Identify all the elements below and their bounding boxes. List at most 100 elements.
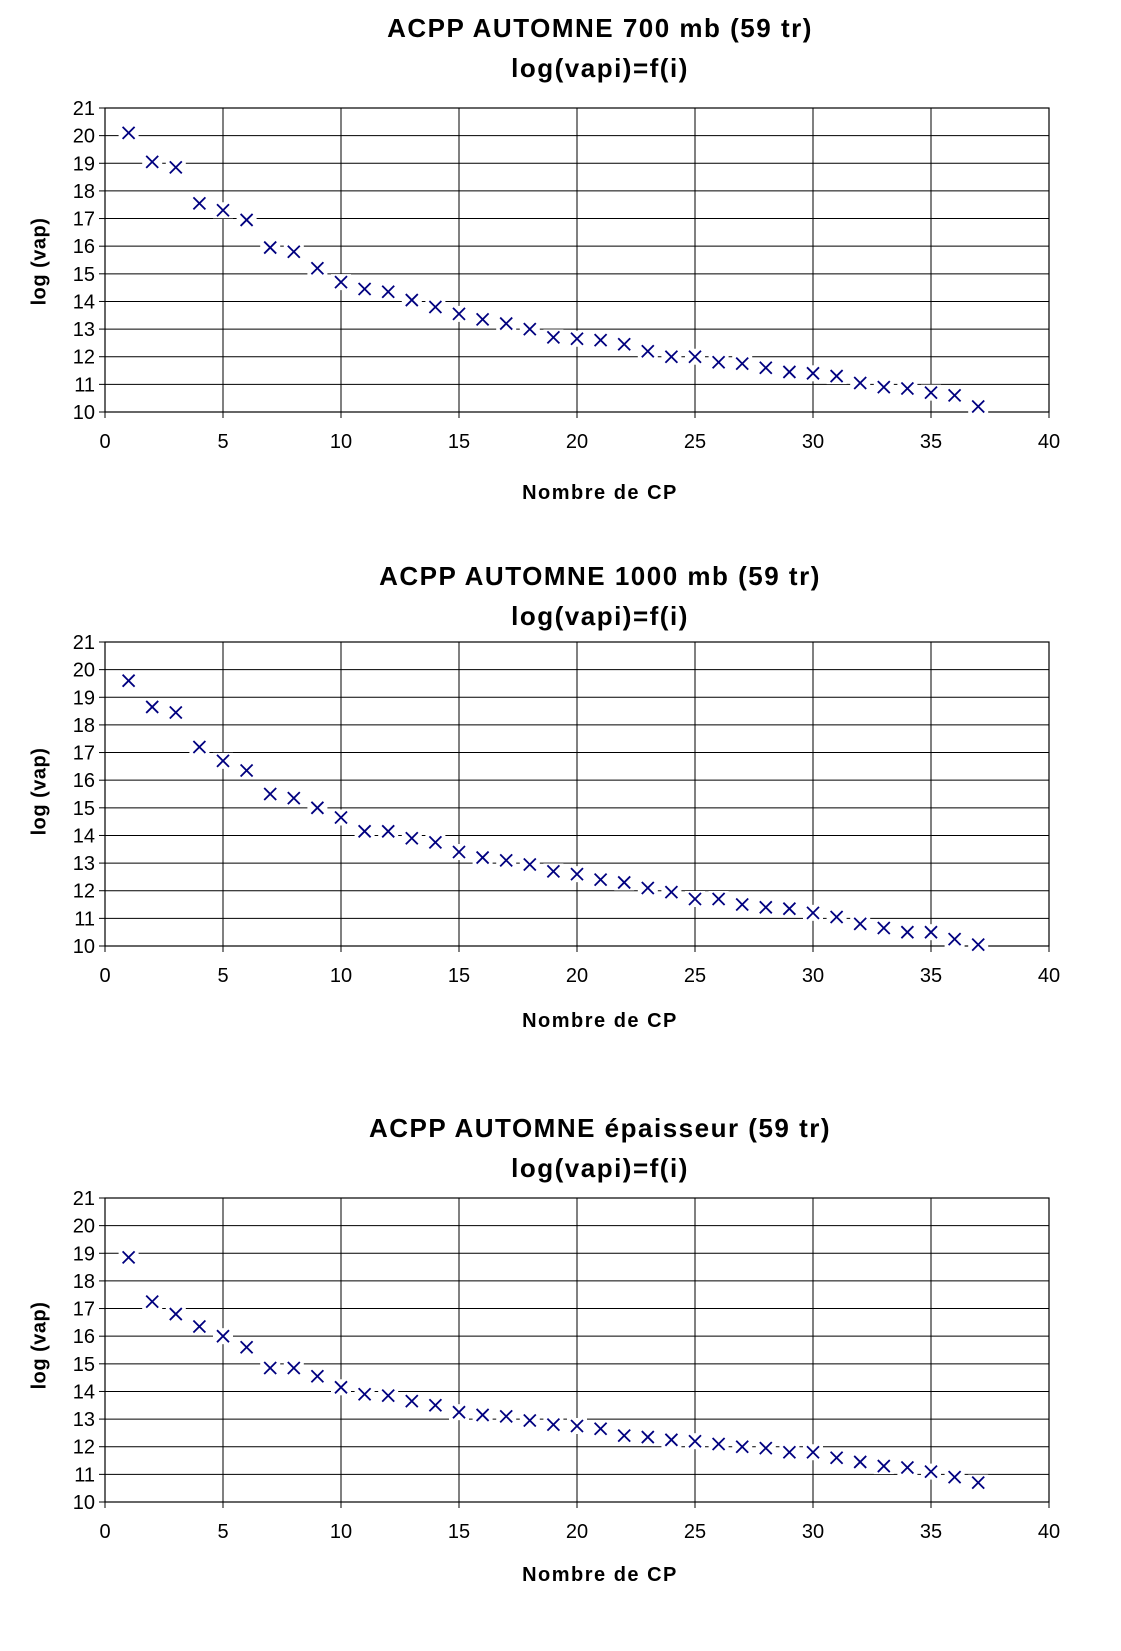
data-point bbox=[850, 374, 871, 391]
data-point bbox=[307, 260, 328, 277]
data-point bbox=[826, 368, 847, 385]
data-point bbox=[755, 1440, 776, 1457]
data-point bbox=[732, 1438, 753, 1455]
data-point bbox=[543, 863, 564, 880]
y-tick-label: 14 bbox=[73, 1381, 95, 1403]
plot-area: 10 11 12 13 14 15 16 17 18 19 20 21 0 5 10 15 20 25 30 35 40 bbox=[73, 98, 1060, 453]
chart-title: ACPP AUTOMNE 700 mb (59 tr) bbox=[387, 13, 813, 43]
y-tick-label: 12 bbox=[73, 1437, 95, 1459]
x-tick-label: 0 bbox=[99, 431, 110, 453]
data-point bbox=[236, 211, 257, 228]
data-point bbox=[685, 1433, 705, 1450]
data-point bbox=[378, 1387, 399, 1404]
data-point bbox=[850, 1453, 871, 1470]
x-tick-label: 5 bbox=[217, 1521, 228, 1543]
data-point bbox=[496, 315, 517, 332]
y-tick-label: 12 bbox=[73, 881, 95, 903]
data-point bbox=[921, 384, 941, 401]
x-tick-label: 15 bbox=[448, 431, 470, 453]
x-tick-label: 5 bbox=[217, 965, 228, 987]
data-point bbox=[354, 281, 375, 298]
data-point bbox=[590, 1420, 611, 1437]
data-point bbox=[331, 1379, 351, 1396]
data-point bbox=[401, 1393, 422, 1410]
data-point bbox=[354, 823, 375, 840]
y-axis-label: log (vap) bbox=[28, 1301, 51, 1390]
x-tick-label: 0 bbox=[99, 965, 110, 987]
data-point bbox=[779, 1444, 800, 1461]
chart-subtitle: log(vapi)=f(i) bbox=[511, 53, 689, 83]
x-tick-label: 35 bbox=[920, 1521, 942, 1543]
data-point bbox=[803, 1444, 823, 1461]
data-point bbox=[142, 153, 163, 170]
x-tick-label: 35 bbox=[920, 965, 942, 987]
x-tick-label: 10 bbox=[330, 1521, 352, 1543]
x-tick-label: 20 bbox=[566, 1521, 588, 1543]
data-point bbox=[354, 1386, 375, 1403]
data-point bbox=[944, 387, 965, 404]
data-point bbox=[590, 332, 611, 349]
x-tick-label: 5 bbox=[217, 431, 228, 453]
data-point bbox=[378, 283, 399, 300]
chart-panel-epaisseur: ACPP AUTOMNE épaisseur (59 tr) log(vapi)… bbox=[0, 1100, 1121, 1651]
y-tick-label: 16 bbox=[73, 770, 95, 792]
data-point bbox=[307, 1368, 328, 1385]
data-point bbox=[708, 1435, 729, 1452]
data-point bbox=[260, 239, 281, 256]
x-tick-label: 30 bbox=[802, 431, 824, 453]
x-tick-label: 40 bbox=[1038, 1521, 1060, 1543]
data-point bbox=[614, 874, 635, 891]
data-point bbox=[378, 823, 399, 840]
y-tick-label: 19 bbox=[73, 153, 95, 175]
data-point bbox=[472, 311, 493, 328]
data-point bbox=[283, 1359, 304, 1376]
y-tick-label: 17 bbox=[73, 1299, 95, 1321]
data-point bbox=[213, 752, 233, 769]
x-tick-label: 20 bbox=[566, 965, 588, 987]
data-point bbox=[496, 852, 517, 869]
x-tick-label: 40 bbox=[1038, 431, 1060, 453]
data-point bbox=[637, 343, 658, 360]
data-point bbox=[755, 899, 776, 916]
y-tick-label: 21 bbox=[73, 632, 95, 654]
y-tick-label: 12 bbox=[73, 347, 95, 369]
chart-title: ACPP AUTOMNE 1000 mb (59 tr) bbox=[379, 561, 821, 591]
data-point bbox=[543, 329, 564, 346]
y-tick-label: 18 bbox=[73, 715, 95, 737]
x-tick-label: 25 bbox=[684, 1521, 706, 1543]
x-axis-label: Nombre de CP bbox=[522, 482, 678, 504]
data-point bbox=[685, 348, 705, 365]
x-tick-label: 35 bbox=[920, 431, 942, 453]
data-point bbox=[779, 363, 800, 380]
data-point bbox=[755, 359, 776, 376]
y-tick-label: 13 bbox=[73, 1409, 95, 1431]
data-point bbox=[661, 1431, 682, 1448]
data-point bbox=[944, 1469, 965, 1486]
y-axis-label: log (vap) bbox=[28, 747, 51, 836]
data-point bbox=[661, 884, 682, 901]
data-point bbox=[236, 1339, 257, 1356]
data-point bbox=[873, 1458, 894, 1475]
data-point bbox=[637, 879, 658, 896]
data-point bbox=[283, 790, 304, 807]
y-tick-label: 11 bbox=[74, 908, 95, 930]
data-point bbox=[519, 856, 540, 873]
data-point bbox=[567, 1418, 587, 1434]
data-point bbox=[921, 1463, 941, 1480]
data-point bbox=[401, 292, 422, 309]
y-tick-label: 14 bbox=[73, 825, 95, 847]
x-tick-label: 15 bbox=[448, 965, 470, 987]
data-point bbox=[142, 698, 163, 715]
data-point bbox=[873, 920, 894, 937]
data-point bbox=[142, 1293, 163, 1310]
data-point bbox=[496, 1408, 517, 1425]
x-tick-label: 30 bbox=[802, 965, 824, 987]
y-tick-label: 15 bbox=[73, 798, 95, 820]
x-tick-label: 20 bbox=[566, 431, 588, 453]
data-point bbox=[449, 844, 469, 861]
y-tick-label: 16 bbox=[73, 1326, 95, 1348]
y-tick-label: 17 bbox=[73, 209, 95, 231]
data-point bbox=[637, 1429, 658, 1446]
y-tick-label: 15 bbox=[73, 264, 95, 286]
data-point bbox=[732, 355, 753, 372]
